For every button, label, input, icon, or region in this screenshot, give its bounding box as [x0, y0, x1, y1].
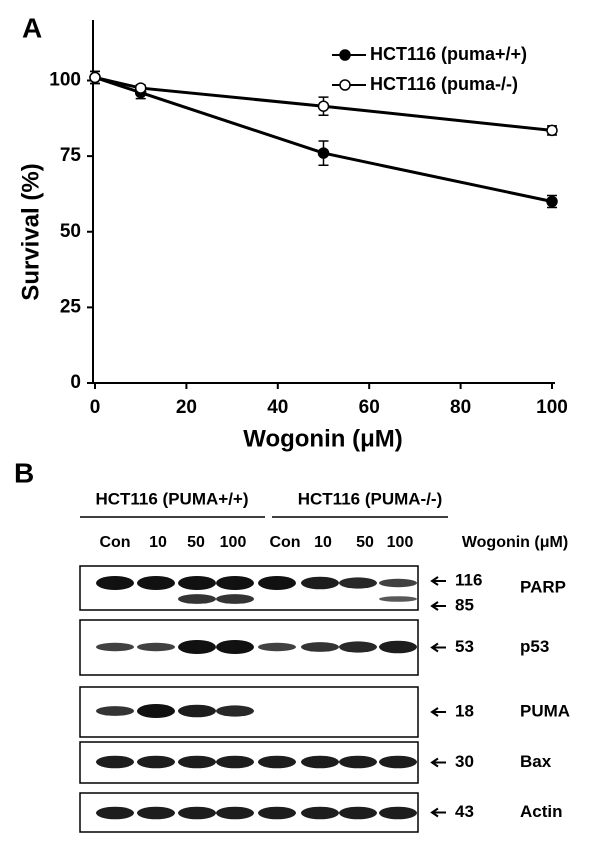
lane-label: 100 [387, 534, 414, 551]
group-label: HCT116 (PUMA-/-) [298, 489, 443, 508]
blot-band [258, 806, 296, 820]
data-point [317, 100, 330, 112]
panel-label: A [22, 12, 42, 43]
blot-band [96, 576, 134, 590]
blot-band [137, 704, 175, 718]
arrow [430, 707, 446, 717]
blot-band [178, 755, 216, 769]
legend-marker [339, 49, 351, 61]
series-line [94, 76, 553, 132]
blot-band [216, 576, 254, 590]
lane-label: Con [269, 534, 300, 551]
blot-band [339, 577, 377, 589]
marker-size: 18 [455, 701, 474, 720]
blot-band [379, 640, 417, 654]
blot-band [137, 576, 175, 590]
marker-size: 85 [455, 595, 474, 614]
x-tick-label: 100 [536, 397, 568, 418]
data-point [134, 82, 147, 94]
blot-band [301, 806, 339, 820]
blot-band [339, 755, 377, 769]
arrow [430, 576, 446, 586]
y-tick-label: 0 [70, 372, 81, 393]
data-point [89, 71, 101, 84]
treatment-label: Wogonin (μM) [462, 534, 568, 551]
marker-size: 116 [455, 570, 482, 589]
blot-band [258, 576, 296, 590]
protein-label: p53 [520, 637, 549, 656]
blot-band [339, 641, 377, 653]
y-tick-label: 25 [60, 296, 82, 317]
data-point [317, 147, 330, 159]
series-line [94, 76, 553, 203]
blot-band [137, 642, 175, 652]
blot-band [339, 806, 377, 820]
blot-band [178, 806, 216, 820]
protein-label: Bax [520, 752, 552, 771]
blot-band [137, 755, 175, 769]
lane-label: 50 [356, 534, 374, 551]
blot-band [301, 755, 339, 769]
blot-band [301, 642, 339, 652]
x-tick-label: 40 [267, 397, 288, 418]
blot-band [258, 642, 296, 652]
blot-band [379, 578, 417, 588]
blot-band [379, 806, 417, 820]
blot-band [216, 640, 254, 654]
blot-band [137, 806, 175, 820]
lane-label: 10 [149, 534, 167, 551]
blot-band [96, 755, 134, 769]
lane-label: 50 [187, 534, 205, 551]
data-point [546, 195, 558, 208]
protein-label: PARP [520, 577, 566, 596]
blot-band [96, 706, 134, 716]
group-label: HCT116 (PUMA+/+) [95, 489, 248, 508]
blot-band [216, 806, 254, 820]
blot-band [96, 642, 134, 652]
y-tick-label: 100 [49, 70, 81, 91]
blot-band [178, 640, 216, 654]
x-axis-label: Wogonin (μM) [243, 425, 403, 452]
blot-band [301, 576, 339, 590]
protein-label: PUMA [520, 701, 570, 720]
legend-label: HCT116 (puma-/-) [370, 74, 518, 94]
blot-band [216, 755, 254, 769]
x-tick-label: 20 [176, 397, 197, 418]
blot-band [216, 594, 254, 604]
x-tick-label: 0 [90, 397, 101, 418]
blot-band [258, 755, 296, 769]
x-tick-label: 80 [450, 397, 471, 418]
marker-size: 30 [455, 752, 474, 771]
marker-size: 43 [455, 802, 474, 821]
blot-band [379, 755, 417, 769]
y-axis-label: Survival (%) [17, 163, 44, 300]
lane-label: 100 [220, 534, 247, 551]
blot-band [216, 705, 254, 717]
blot-band [178, 704, 216, 718]
arrow [430, 757, 446, 768]
blot-box [79, 565, 419, 611]
legend-label: HCT116 (puma+/+) [370, 44, 527, 64]
data-point [546, 124, 558, 137]
lane-label: 10 [314, 534, 332, 551]
blot-band [178, 576, 216, 590]
blot-band [178, 594, 216, 604]
y-tick-label: 75 [60, 145, 82, 166]
marker-size: 53 [455, 637, 474, 656]
panel-label: B [14, 457, 34, 488]
blot-band [96, 806, 134, 820]
blot-band [379, 596, 417, 602]
legend-marker [339, 79, 351, 91]
x-tick-label: 60 [359, 397, 380, 418]
y-tick-label: 50 [60, 221, 81, 242]
arrow [430, 601, 446, 611]
arrow [430, 642, 446, 653]
arrow [430, 807, 446, 818]
protein-label: Actin [520, 802, 563, 821]
lane-label: Con [99, 534, 130, 551]
